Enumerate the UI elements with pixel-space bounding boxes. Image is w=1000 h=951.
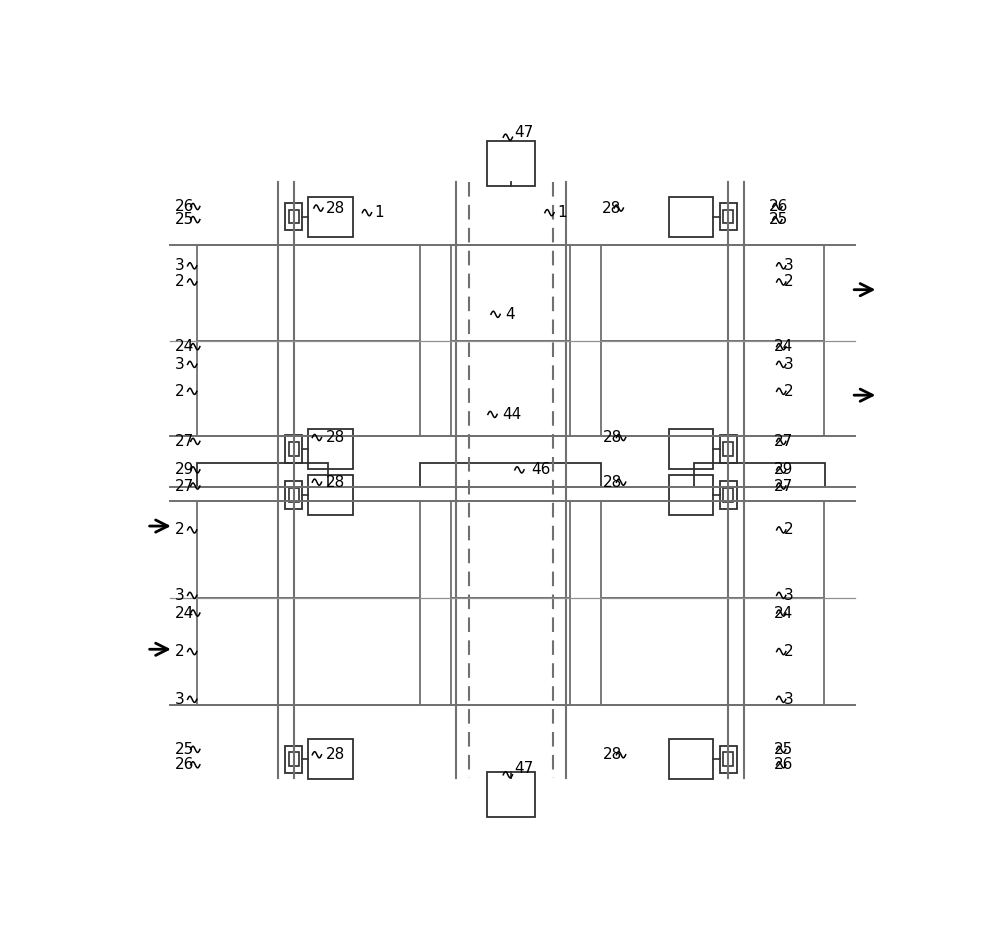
Text: 3: 3 (175, 357, 185, 372)
Text: 47: 47 (514, 761, 533, 776)
Text: 2: 2 (784, 644, 794, 659)
Text: 1: 1 (374, 205, 384, 221)
Text: 2: 2 (784, 275, 794, 289)
Text: 28: 28 (326, 201, 345, 216)
Bar (285, 203, 302, 230)
Bar (720, 481, 737, 509)
Text: 26: 26 (175, 199, 195, 214)
Bar (723, 442, 733, 456)
Bar (669, 739, 713, 780)
Bar (694, 463, 825, 487)
Text: 26: 26 (774, 757, 794, 772)
Text: 26: 26 (769, 199, 788, 214)
Bar (601, 597, 824, 706)
Text: 24: 24 (774, 340, 794, 354)
Text: 29: 29 (774, 462, 794, 477)
Bar (669, 429, 713, 469)
Text: 4: 4 (505, 307, 514, 321)
Text: 27: 27 (175, 478, 194, 494)
Text: 3: 3 (784, 588, 794, 603)
Text: 1: 1 (557, 205, 567, 221)
Bar (197, 245, 420, 341)
Bar (308, 476, 353, 515)
Text: 24: 24 (774, 606, 794, 621)
Bar (285, 746, 302, 773)
Text: 3: 3 (175, 588, 185, 603)
Bar (601, 500, 824, 597)
Bar (308, 197, 353, 237)
Bar (669, 476, 713, 515)
Text: 28: 28 (603, 430, 623, 445)
Bar (487, 141, 535, 185)
Text: 24: 24 (175, 340, 194, 354)
Text: 25: 25 (769, 212, 788, 227)
Text: 3: 3 (175, 259, 185, 273)
Bar (720, 436, 737, 463)
Text: 2: 2 (175, 384, 185, 398)
Text: 28: 28 (326, 430, 345, 445)
Bar (451, 500, 570, 597)
Bar (289, 209, 299, 223)
Bar (487, 772, 535, 817)
Bar (601, 245, 824, 341)
Bar (723, 752, 733, 767)
Text: 2: 2 (784, 522, 794, 537)
Bar (451, 245, 570, 341)
Bar (308, 739, 353, 780)
Bar (451, 597, 570, 706)
Text: 26: 26 (175, 757, 195, 772)
Text: 28: 28 (602, 201, 621, 216)
Bar (285, 481, 302, 509)
Text: 3: 3 (784, 259, 794, 273)
Bar (197, 463, 328, 487)
Text: 27: 27 (774, 478, 794, 494)
Bar (720, 203, 737, 230)
Text: 28: 28 (326, 475, 345, 490)
Text: 28: 28 (326, 747, 345, 763)
Bar (720, 746, 737, 773)
Text: 2: 2 (175, 275, 185, 289)
Bar (197, 500, 420, 597)
Text: 2: 2 (784, 384, 794, 398)
Text: 29: 29 (175, 462, 195, 477)
Bar (285, 436, 302, 463)
Bar (723, 209, 733, 223)
Text: 2: 2 (175, 644, 185, 659)
Text: 3: 3 (175, 691, 185, 707)
Text: 3: 3 (784, 691, 794, 707)
Bar (197, 597, 420, 706)
Text: 28: 28 (603, 747, 623, 763)
Text: 46: 46 (532, 462, 551, 477)
Text: 3: 3 (784, 357, 794, 372)
Bar (289, 442, 299, 456)
Text: 47: 47 (514, 126, 533, 140)
Bar (308, 429, 353, 469)
Bar (289, 752, 299, 767)
Bar (451, 341, 570, 436)
Bar (289, 489, 299, 502)
Text: 25: 25 (175, 742, 194, 757)
Bar (601, 341, 824, 436)
Text: 2: 2 (175, 522, 185, 537)
Bar (420, 463, 601, 487)
Text: 25: 25 (175, 212, 194, 227)
Text: 27: 27 (774, 434, 794, 449)
Text: 25: 25 (774, 742, 794, 757)
Text: 28: 28 (603, 475, 623, 490)
Text: 44: 44 (502, 407, 522, 422)
Bar (723, 489, 733, 502)
Text: 24: 24 (175, 606, 194, 621)
Text: 27: 27 (175, 434, 194, 449)
Bar (197, 341, 420, 436)
Bar (669, 197, 713, 237)
